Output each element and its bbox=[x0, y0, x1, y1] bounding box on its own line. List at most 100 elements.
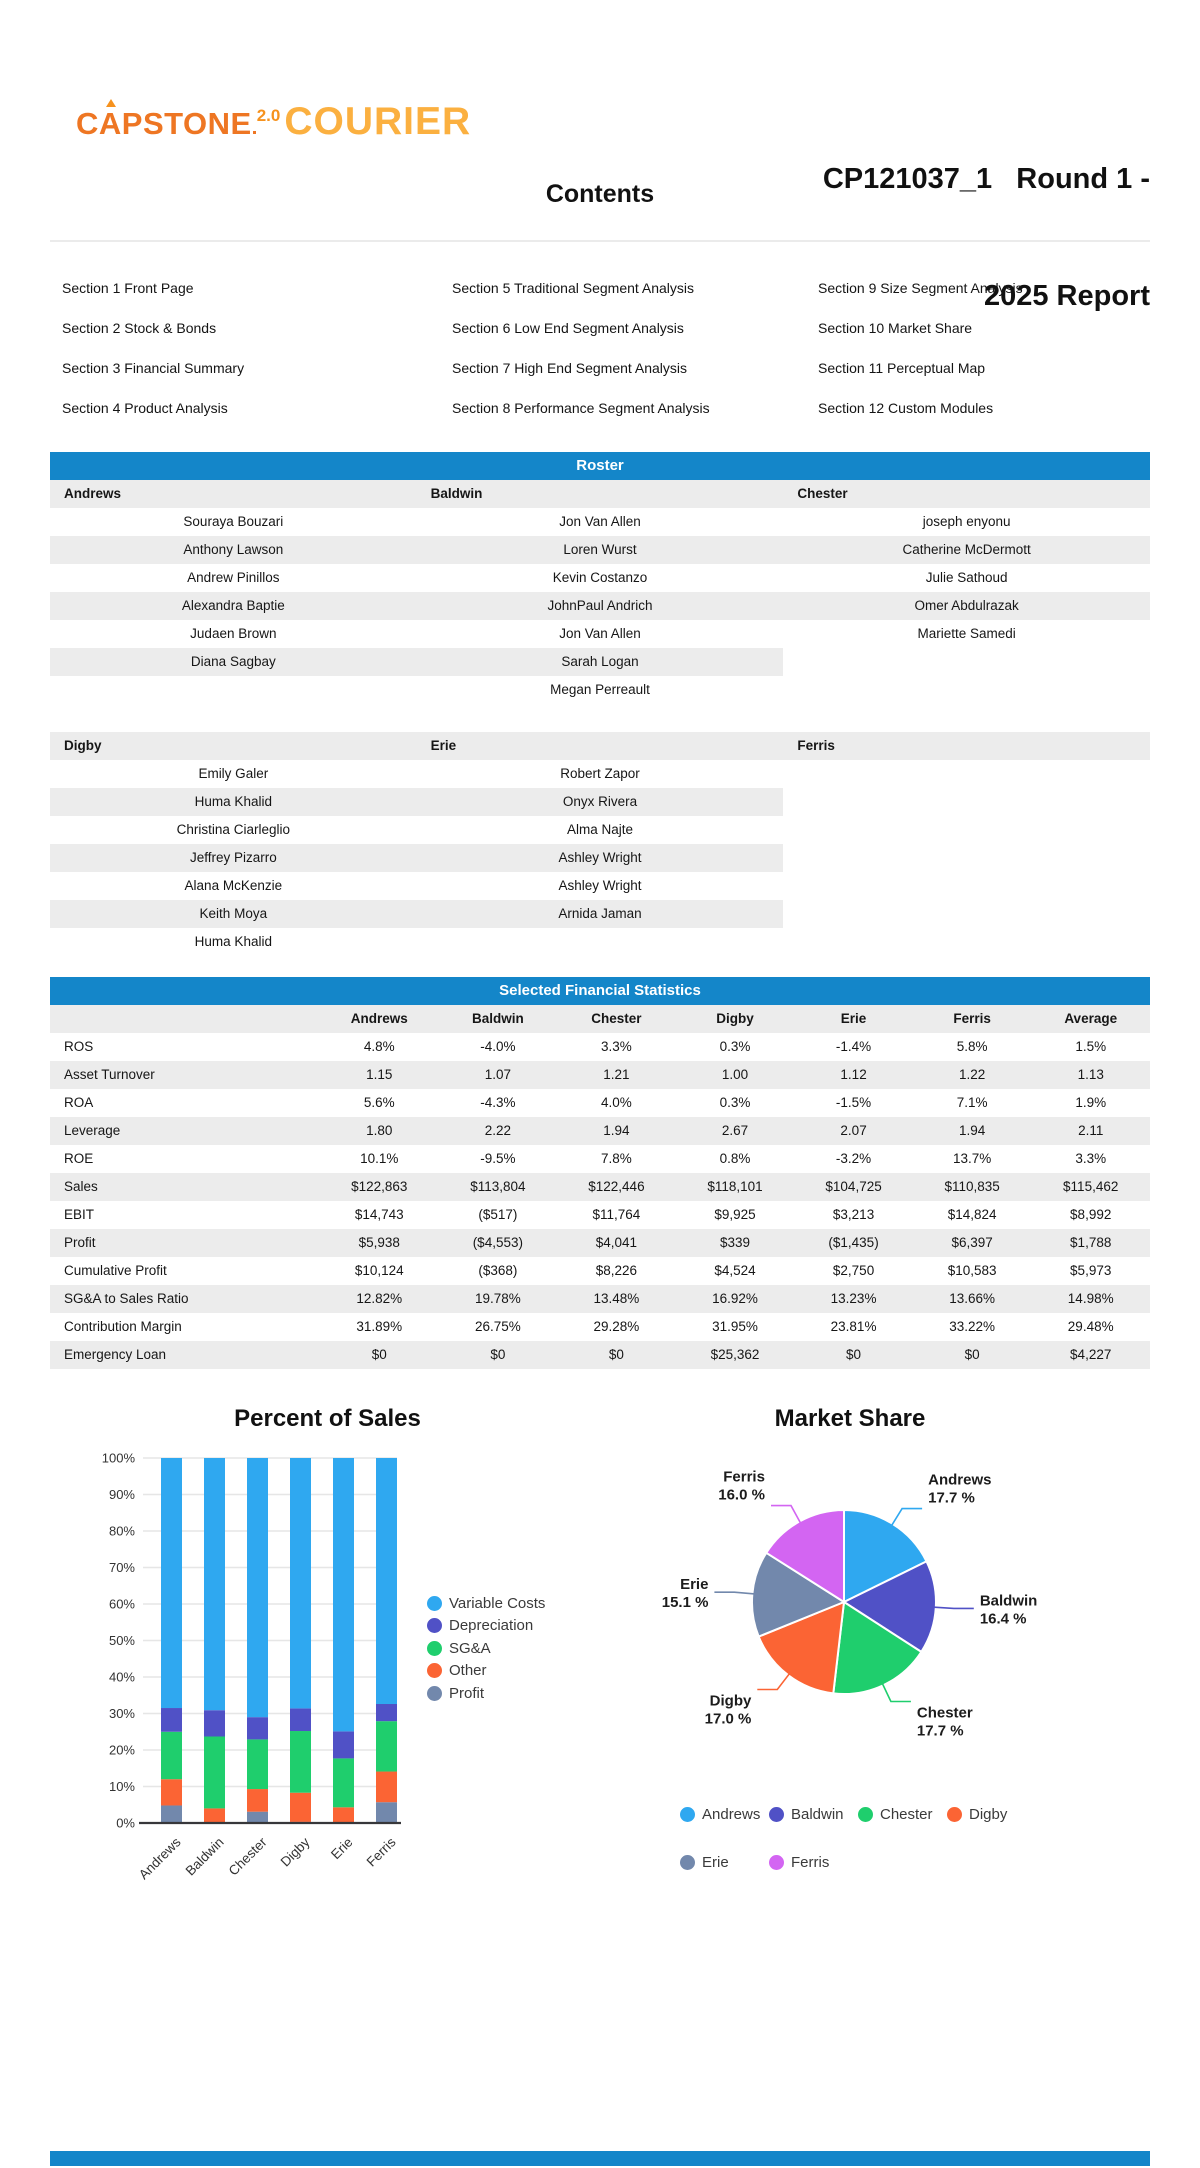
financial-value: ($368) bbox=[478, 1263, 518, 1278]
logo-dot-icon bbox=[252, 131, 256, 134]
legend-item-depreciation: Depreciation bbox=[427, 1615, 545, 1638]
pie-callout-line bbox=[932, 1606, 974, 1610]
financial-value: ($517) bbox=[478, 1207, 518, 1222]
legend-item-profit: Profit bbox=[427, 1682, 545, 1705]
contents-link[interactable]: Section 6 Low End Segment Analysis bbox=[452, 320, 684, 336]
pie-callout-line bbox=[771, 1504, 803, 1525]
financial-value: 29.48% bbox=[1067, 1319, 1114, 1334]
financial-value: $11,764 bbox=[592, 1207, 641, 1222]
roster-member: Kevin Costanzo bbox=[552, 570, 648, 585]
pie-chart-legend: Andrews Baldwin Chester Digby Erie Ferris bbox=[680, 1804, 1120, 1884]
roster-member: Christina Ciarleglio bbox=[176, 822, 290, 837]
financial-value: 1.5% bbox=[1075, 1039, 1107, 1054]
financial-row: SG&A to Sales Ratio 12.82% 19.78% 13.48% 16.… bbox=[50, 1285, 1150, 1313]
financial-value: $0 bbox=[608, 1347, 624, 1362]
financial-row: ROE 10.1% -9.5% 7.8% 0.8% -3.2% 13.7% 3.3% bbox=[50, 1145, 1150, 1173]
financial-value: 2.67 bbox=[721, 1123, 749, 1138]
contents-link[interactable]: Section 3 Financial Summary bbox=[62, 360, 245, 376]
roster-row: Alana McKenzie Ashley Wright bbox=[50, 872, 1150, 900]
financial-row-label: Emergency Loan bbox=[64, 1347, 167, 1362]
bar-segment-other bbox=[204, 1808, 225, 1823]
financial-value: $2,750 bbox=[832, 1263, 875, 1278]
y-axis-tick-label: 30% bbox=[109, 1706, 135, 1721]
financial-value: 12.82% bbox=[356, 1291, 403, 1306]
contents-link[interactable]: Section 5 Traditional Segment Analysis bbox=[452, 280, 695, 296]
contents-heading: Contents bbox=[545, 180, 655, 208]
financial-value: 5.8% bbox=[956, 1039, 988, 1054]
legend-item-baldwin: Baldwin bbox=[769, 1804, 844, 1824]
financial-value: 13.23% bbox=[830, 1291, 877, 1306]
financial-value: 31.95% bbox=[712, 1319, 758, 1334]
roster-member: Ashley Wright bbox=[416, 844, 784, 872]
legend-label: Variable Costs bbox=[449, 1594, 546, 1612]
roster-member: Emily Galer bbox=[198, 766, 269, 781]
financial-value: $14,743 bbox=[354, 1207, 404, 1222]
pie-chart-title: Market Share bbox=[774, 1405, 926, 1432]
financial-stats-section-header: Selected Financial Statistics bbox=[50, 977, 1150, 1005]
legend-color-dot bbox=[427, 1640, 442, 1656]
financial-row-label: Cumulative Profit bbox=[64, 1263, 167, 1278]
logo-version: 2.0 bbox=[256, 106, 281, 125]
contents-link[interactable]: Section 11 Perceptual Map bbox=[818, 360, 986, 376]
financial-value: 29.28% bbox=[593, 1319, 640, 1334]
roster-row: Jeffrey Pizarro Ashley Wright bbox=[50, 844, 1150, 872]
financial-company-header: Baldwin bbox=[471, 1011, 524, 1026]
contents-link[interactable]: Section 10 Market Share bbox=[818, 320, 973, 336]
financial-value: 7.8% bbox=[601, 1151, 632, 1166]
financial-value: $5,973 bbox=[1070, 1263, 1112, 1278]
roster-team-name: Ferris bbox=[797, 738, 835, 753]
financial-value: ($1,435) bbox=[828, 1235, 879, 1250]
bar-segment-sg-a bbox=[290, 1731, 311, 1793]
pie-callout-line bbox=[757, 1671, 792, 1691]
roster-team-header-row: Digby Erie Ferris bbox=[50, 732, 1150, 760]
financial-value: -4.0% bbox=[480, 1039, 516, 1054]
financial-value: 0.3% bbox=[719, 1095, 751, 1110]
financial-value: $339 bbox=[719, 1235, 750, 1250]
y-axis-tick-label: 90% bbox=[109, 1487, 135, 1502]
roster-row: Judaen Brown Jon Van Allen Mariette Samedi bbox=[50, 620, 1150, 648]
financial-value: $10,583 bbox=[947, 1263, 997, 1278]
roster-member: Jon Van Allen bbox=[559, 626, 641, 641]
contents-link[interactable]: Section 2 Stock & Bonds bbox=[62, 320, 217, 336]
roster-team-name: Chester bbox=[797, 486, 848, 501]
x-axis-category-label: Andrews bbox=[136, 1834, 184, 1882]
bar-segment-depreciation bbox=[247, 1717, 268, 1740]
legend-label: Erie bbox=[702, 1853, 729, 1871]
contents-link[interactable]: Section 9 Size Segment Analysis bbox=[818, 280, 1023, 296]
roster-member: Arnida Jaman bbox=[416, 900, 784, 928]
financial-value: 7.1% bbox=[956, 1095, 988, 1110]
roster-member: Huma Khalid bbox=[50, 788, 417, 816]
contents-link[interactable]: Section 1 Front Page bbox=[62, 280, 194, 296]
financial-value: 2.07 bbox=[840, 1123, 867, 1138]
roster-member: Ashley Wright bbox=[558, 878, 642, 893]
financial-value: $6,397 bbox=[951, 1235, 993, 1250]
roster-team-name: Andrews bbox=[64, 486, 122, 501]
roster-member: Robert Zapor bbox=[560, 766, 640, 781]
legend-label: SG&A bbox=[449, 1639, 491, 1657]
y-axis-tick-label: 70% bbox=[109, 1560, 135, 1575]
bar-segment-variable-costs bbox=[161, 1458, 182, 1709]
legend-label: Baldwin bbox=[791, 1805, 844, 1823]
bar-chart-title: Percent of Sales bbox=[234, 1405, 421, 1432]
financial-row: ROA 5.6% -4.3% 4.0% 0.3% -1.5% 7.1% 1.9% bbox=[50, 1089, 1150, 1117]
financial-value: 1.12 bbox=[840, 1067, 867, 1082]
pie-label-value: 16.4 % bbox=[980, 1610, 1027, 1627]
contents-link[interactable]: Section 7 High End Segment Analysis bbox=[452, 360, 688, 376]
legend-label: Andrews bbox=[702, 1805, 761, 1823]
report-title: CP121037_1 Round 1 - 2025 Report bbox=[823, 82, 1150, 394]
legend-label: Ferris bbox=[791, 1853, 830, 1871]
contents-link[interactable]: Section 8 Performance Segment Analysis bbox=[452, 400, 710, 416]
financial-value: 4.8% bbox=[363, 1039, 395, 1054]
financial-value: 1.94 bbox=[603, 1123, 630, 1138]
financial-row: ROS 4.8% -4.0% 3.3% 0.3% -1.4% 5.8% 1.5% bbox=[50, 1033, 1150, 1061]
x-axis-category-label: Ferris bbox=[364, 1834, 399, 1869]
contents-link[interactable]: Section 4 Product Analysis bbox=[62, 400, 228, 416]
contents-column: Section 5 Traditional Segment Analysis Se… bbox=[452, 268, 710, 428]
legend-item-variable-costs: Variable Costs bbox=[427, 1592, 545, 1615]
financial-row: Emergency Loan $0 $0 $0 $25,362 $0 $0 $4,227 bbox=[50, 1341, 1150, 1369]
contents-link[interactable]: Section 12 Custom Modules bbox=[818, 400, 994, 416]
financial-value: 1.80 bbox=[366, 1123, 393, 1138]
financial-row-label: Profit bbox=[64, 1235, 96, 1250]
pie-callout-line bbox=[890, 1507, 923, 1528]
financial-row-label: ROS bbox=[64, 1039, 94, 1054]
